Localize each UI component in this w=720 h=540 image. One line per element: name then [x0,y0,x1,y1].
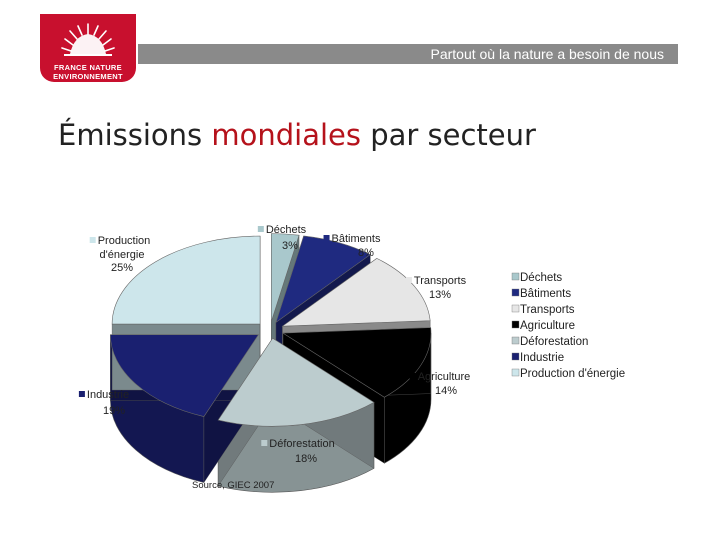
pie-label-name-0: Déchets [266,224,307,236]
legend-swatch-2 [511,304,520,313]
legend-entry-4: Déforestation [520,336,588,348]
legend-swatch-1 [511,288,520,297]
pie-label-swatch-2 [405,277,412,283]
pie-slice-0 [271,233,300,322]
hedgehog-logo-icon [61,23,115,56]
pie-label-value-4: 18% [295,453,317,465]
pie-label-value-0: 3% [282,240,298,252]
pie-label-value-6: 25% [111,262,133,274]
org-name-line2: ENVIRONNEMENT [53,72,123,81]
pie-label-value-1: 8% [358,247,374,259]
legend-swatch-0 [511,272,520,281]
legend-entry-1: Bâtiments [520,288,571,300]
fne-logo: FRANCE NATURE ENVIRONNEMENT [40,14,136,82]
pie-slice-3 [282,327,432,398]
pie-label-swatch-3 [409,373,416,379]
legend-entry-3: Agriculture [520,320,575,332]
pie-label-name-1: Bâtiments [332,233,381,245]
pie-slice-6 [111,235,261,325]
pie-label-name-2: Transports [414,275,467,287]
pie-label-name-4: Déforestation [269,438,334,450]
pie-label-name-5: Industrie [87,389,129,401]
legend-entry-0: Déchets [520,272,562,284]
pie-label-value-2: 13% [429,289,451,301]
pie-label-name-3: Agriculture [418,371,471,383]
pie-slice-4 [217,337,375,427]
chart-legend: Déchets Bâtiments Transports Agriculture Déf… [511,272,625,380]
pie-slice-2 [281,258,431,327]
pie-labels: Déchets 3% Bâtiments 8% Transports 13% Agricul… [78,224,471,465]
legend-swatch-3 [511,320,520,329]
legend-entry-6: Production d'énergie [520,368,625,380]
pie-label-swatch-0 [257,226,264,232]
legend-swatch-5 [511,352,520,361]
pie-slice-5 [110,334,259,417]
title-part-1: Émissions [58,118,212,152]
pie-label-swatch-5 [78,391,85,397]
legend-entry-5: Industrie [520,352,564,364]
pie-slice-1 [275,235,371,324]
legend-entry-2: Transports [520,304,575,316]
pie-label-name-6: Production [98,235,151,247]
pie-label-swatch-6 [89,237,96,243]
header-banner: Partout où la nature a besoin de nous [138,44,678,64]
pie-label-name-6-line2: d'énergie [100,249,145,261]
org-name-line1: FRANCE NATURE [54,63,122,72]
title-part-2: par secteur [360,118,536,152]
pie-tops [110,233,432,427]
pie-label-value-3: 14% [435,385,457,397]
legend-swatch-6 [511,368,520,377]
tagline: Partout où la nature a besoin de nous [430,46,664,62]
source-note: Source, GIEC 2007 [192,480,274,491]
pie-label-value-5: 19% [103,405,125,417]
pie-label-swatch-1 [323,235,330,241]
legend-swatch-4 [511,336,520,345]
pie-label-swatch-4 [261,440,268,446]
page-title: Émissions mondiales par secteur [58,118,536,152]
title-highlight: mondiales [211,118,361,152]
